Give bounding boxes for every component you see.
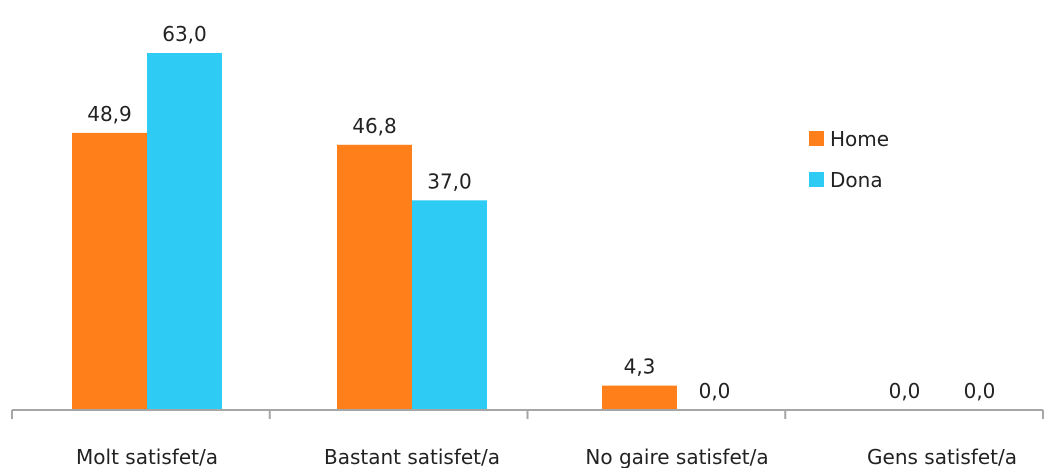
legend-label-dona: Dona: [830, 168, 883, 192]
data-label-home-no-gaire-satisfet-a: 4,3: [624, 355, 656, 379]
bar-home-molt-satisfet-a: [72, 132, 147, 410]
data-label-home-molt-satisfet-a: 48,9: [87, 102, 132, 126]
x-tick-label-no-gaire-satisfet-a: No gaire satisfet/a: [585, 445, 768, 468]
bar-dona-molt-satisfet-a: [147, 53, 222, 410]
bar-home-bastant-satisfet-a: [337, 144, 412, 411]
legend-swatch-dona: [809, 172, 824, 187]
data-label-dona-no-gaire-satisfet-a: 0,0: [699, 379, 731, 403]
data-labels-layer: 48,9 63,0 46,8 37,0 4,3 0,0 0,0 0,0: [87, 22, 995, 403]
bar-dona-bastant-satisfet-a: [412, 200, 487, 410]
legend: Home Dona: [809, 127, 889, 192]
data-label-dona-gens-satisfet-a: 0,0: [964, 379, 996, 403]
x-tick-label-gens-satisfet-a: Gens satisfet/a: [867, 445, 1017, 468]
data-label-dona-bastant-satisfet-a: 37,0: [427, 169, 472, 193]
data-label-dona-molt-satisfet-a: 63,0: [162, 22, 207, 46]
bar-home-no-gaire-satisfet-a: [602, 385, 677, 410]
legend-swatch-home: [809, 131, 824, 146]
x-tick-label-molt-satisfet-a: Molt satisfet/a: [76, 445, 218, 468]
data-label-home-bastant-satisfet-a: 46,8: [352, 114, 397, 138]
bars-layer: [72, 53, 677, 411]
x-tick-label-bastant-satisfet-a: Bastant satisfet/a: [324, 445, 500, 468]
x-axis: Molt satisfet/a Bastant satisfet/a No gair…: [11, 409, 1044, 468]
legend-label-home: Home: [830, 127, 889, 151]
data-label-home-gens-satisfet-a: 0,0: [889, 379, 921, 403]
